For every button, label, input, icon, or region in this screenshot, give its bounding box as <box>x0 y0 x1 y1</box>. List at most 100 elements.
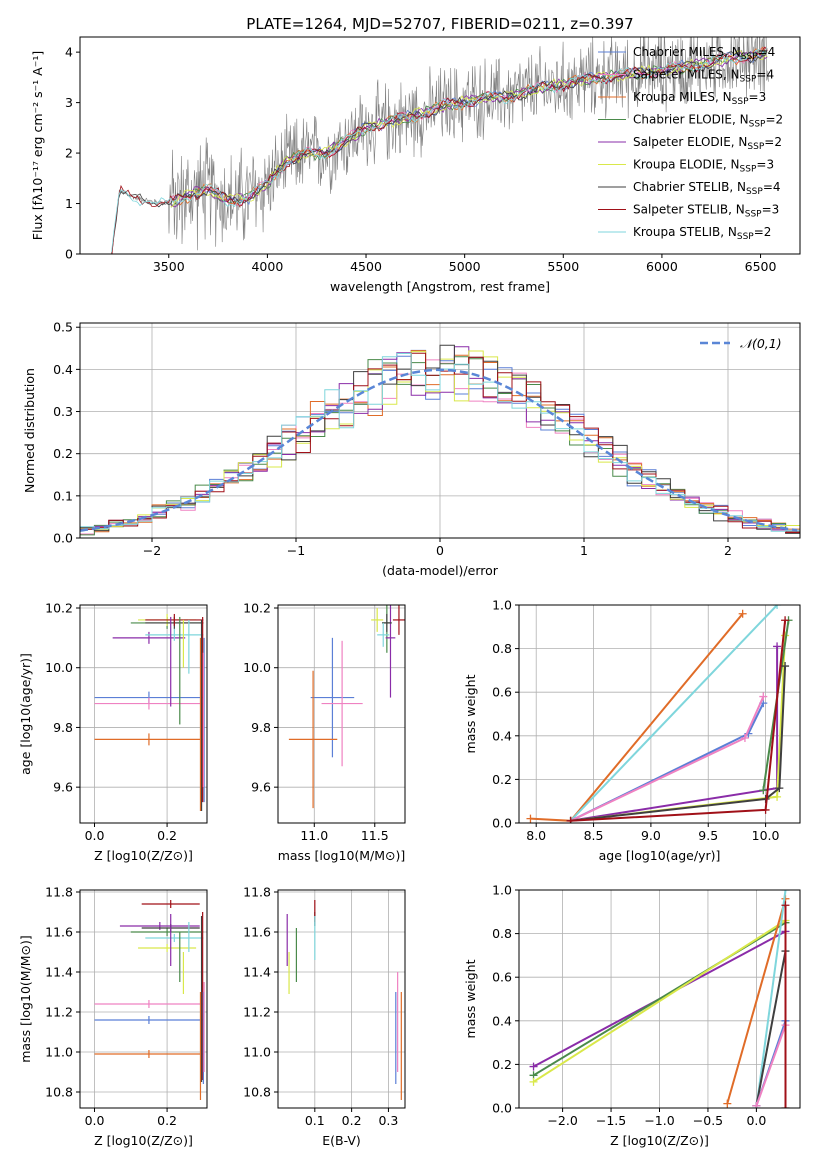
mass-vs-ebv-panel: 0.1 0.2 0.3 10.8 11.0 11.2 11.4 11.6 11.8 E(B-V) <box>243 885 406 1148</box>
y-axis-label: Normed distribution <box>22 368 37 493</box>
weight-marker-chabrier_elodie <box>759 786 768 795</box>
y-tick-label: 0.3 <box>53 404 73 419</box>
weight-marker-kroupa_miles <box>526 814 535 823</box>
x-tick-label: 0.2 <box>342 1113 362 1128</box>
y-tick-label: 10.8 <box>243 1085 271 1100</box>
weight-line-kroupa_elodie <box>532 919 787 1083</box>
model-spectrum-kroupa_stelib <box>111 47 768 252</box>
model-spectrum-salpeter_elodie <box>170 50 768 208</box>
legend-label: Salpeter ELODIE, NSSP=2 <box>633 135 782 152</box>
y-tick-label: 11.8 <box>243 885 271 900</box>
legend-label: Chabrier MILES, NSSP=4 <box>633 45 775 62</box>
x-tick-label: 0.3 <box>378 1113 398 1128</box>
weight-marker-salpeter_miles <box>759 692 768 701</box>
legend-label: Chabrier ELODIE, NSSP=2 <box>633 113 783 130</box>
y-tick-label: 10.2 <box>243 600 271 615</box>
x-axis-label: E(B-V) <box>322 1133 361 1148</box>
y-tick-label: 2 <box>65 146 73 161</box>
y-tick-label: 11.2 <box>45 1005 73 1020</box>
legend-label: Kroupa MILES, NSSP=3 <box>633 90 766 107</box>
y-tick-label: 1.0 <box>492 883 512 898</box>
spectrum-panel: 3500 4000 4500 5000 5500 6000 6500 0 1 2 3 4 wavelen… <box>30 36 801 294</box>
y-tick-label: 0.5 <box>53 320 73 335</box>
y-tick-label: 9.6 <box>53 780 73 795</box>
model-spectrum-chabrier_stelib <box>111 49 768 254</box>
weight-marker-kroupa_elodie <box>529 1077 538 1086</box>
x-tick-label: 6500 <box>745 259 777 274</box>
weight-vs-age-panel: 8.0 8.5 9.0 9.5 10.0 0.0 0.2 0.4 0.6 0.8 1.0 age [l… <box>463 598 801 863</box>
x-tick-label: −1 <box>287 543 305 558</box>
y-axis-label: mass [log10(M/M⊙)] <box>18 935 33 1063</box>
weight-marker-salpeter_stelib <box>761 805 770 814</box>
y-tick-label: 11.4 <box>45 965 73 980</box>
model-spectrum-kroupa_elodie <box>170 50 768 208</box>
axes-frame <box>79 604 208 824</box>
plot-area <box>80 344 800 537</box>
plot-area <box>94 900 205 1100</box>
y-tick-label: 0.8 <box>492 926 512 941</box>
residuals-panel: −2 −1 0 1 2 0.0 0.1 0.2 0.3 0.4 0.5 (data-model)/er… <box>22 320 801 578</box>
axes-frame <box>518 889 801 1109</box>
legend-label: Salpeter STELIB, NSSP=3 <box>633 203 779 220</box>
y-tick-label: 9.8 <box>53 720 73 735</box>
weight-marker-salpeter_miles <box>752 1101 761 1108</box>
y-tick-label: 0.4 <box>53 362 73 377</box>
weight-line-salpeter_miles <box>755 1024 787 1107</box>
weight-marker-salpeter_stelib <box>781 616 790 625</box>
weight-marker-kroupa_stelib <box>773 605 782 609</box>
x-tick-label: −1.0 <box>644 1113 674 1128</box>
plot-area <box>286 900 402 1100</box>
plot-area <box>111 37 769 254</box>
axes-frame <box>518 604 801 824</box>
y-tick-label: 0.6 <box>492 685 512 700</box>
y-axis-label: Flux [fλ10⁻¹⁷ erg cm⁻² s⁻¹ A⁻¹] <box>30 51 45 240</box>
x-tick-label: 0.2 <box>157 1113 177 1128</box>
weight-marker-salpeter_elodie <box>773 642 782 651</box>
x-tick-label: 8.5 <box>584 828 604 843</box>
axes-frame <box>277 889 406 1109</box>
x-tick-label: 3500 <box>153 259 185 274</box>
weight-line-kroupa_stelib <box>569 605 778 822</box>
y-axis-label: mass weight <box>463 959 478 1038</box>
y-tick-label: 0.0 <box>492 1101 512 1116</box>
x-axis-label: Z [log10(Z/Z⊙)] <box>94 1133 193 1148</box>
x-tick-label: 0.0 <box>746 1113 766 1128</box>
x-tick-label: 5500 <box>547 259 579 274</box>
y-tick-label: 3 <box>65 95 73 110</box>
y-tick-label: 11.4 <box>243 965 271 980</box>
y-tick-label: 10.8 <box>45 1085 73 1100</box>
x-tick-label: 9.0 <box>641 828 661 843</box>
figure-title: PLATE=1264, MJD=52707, FIBERID=0211, z=0… <box>246 15 633 33</box>
plot-area <box>529 890 790 1108</box>
plot-area <box>526 605 793 823</box>
x-tick-label: 0 <box>436 543 444 558</box>
y-tick-label: 11.6 <box>45 925 73 940</box>
axes-frame <box>79 889 208 1109</box>
legend-label: Salpeter MILES, NSSP=4 <box>633 68 774 85</box>
y-tick-label: 11.2 <box>243 1005 271 1020</box>
age-vs-mass-panel: 11.0 11.5 9.6 9.8 10.0 10.2 mass [log10(M/M⊙)] <box>243 600 406 863</box>
x-axis-label: wavelength [Angstrom, rest frame] <box>330 279 550 294</box>
y-tick-label: 11.6 <box>243 925 271 940</box>
plot-area <box>94 613 205 812</box>
legend-label: 𝒩(0,1) <box>740 336 782 351</box>
legend-label: Kroupa STELIB, NSSP=2 <box>633 225 771 242</box>
mass-vs-metallicity-panel: 0.0 0.2 10.8 11.0 11.2 11.4 11.6 11.8 Z [log10(Z… <box>18 885 208 1148</box>
legend-label: Chabrier STELIB, NSSP=4 <box>633 180 781 197</box>
y-tick-label: 0.2 <box>492 1057 512 1072</box>
x-tick-label: 8.0 <box>526 828 546 843</box>
weight-marker-chabrier_stelib <box>781 662 790 671</box>
weight-marker-salpeter_stelib <box>781 901 790 910</box>
y-tick-label: 1.0 <box>492 598 512 613</box>
x-tick-label: 9.5 <box>698 828 718 843</box>
weight-marker-salpeter_stelib <box>781 1104 790 1108</box>
y-tick-label: 0.0 <box>492 816 512 831</box>
weight-marker-kroupa_elodie <box>773 792 782 801</box>
x-tick-label: 4500 <box>350 259 382 274</box>
y-tick-label: 11.0 <box>45 1045 73 1060</box>
y-tick-label: 10.2 <box>45 600 73 615</box>
y-tick-label: 4 <box>65 45 73 60</box>
y-tick-label: 11.0 <box>243 1045 271 1060</box>
y-tick-label: 0.4 <box>492 1013 512 1028</box>
